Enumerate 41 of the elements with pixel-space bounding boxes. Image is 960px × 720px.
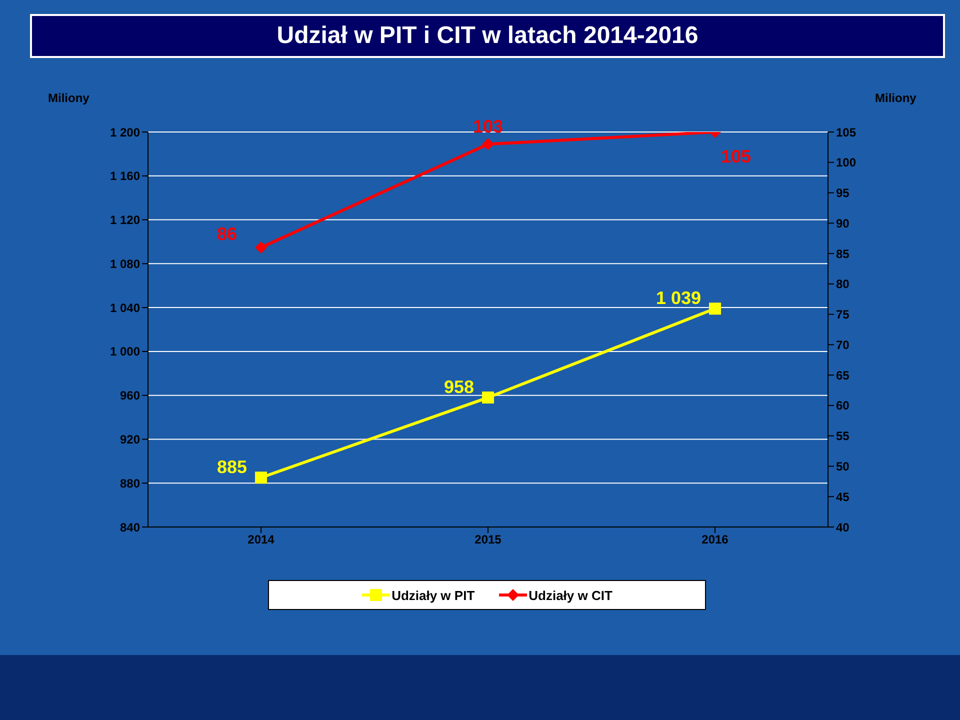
y2-tick-label: 90 (836, 216, 850, 230)
data-label: 1 039 (656, 288, 701, 308)
legend-label: Udziały w PIT (390, 588, 475, 602)
y-tick-label: 1 040 (110, 300, 140, 315)
x-tick-label: 2015 (474, 532, 502, 547)
y-tick-label: 1 000 (110, 344, 140, 359)
x-tick-label: 2016 (702, 532, 729, 547)
y2-tick-label: 45 (836, 490, 850, 504)
y2-tick-label: 50 (836, 459, 850, 474)
y-tick-label: 1 160 (110, 169, 140, 184)
y2-tick-label: 80 (836, 277, 850, 292)
data-label: 103 (472, 116, 504, 136)
y2-tick-label: 100 (836, 156, 856, 170)
y2-tick-label: 55 (836, 429, 850, 444)
y2-tick-label: 85 (836, 246, 850, 261)
y2-tick-label: 60 (836, 398, 850, 413)
y2-tick-label: 65 (836, 368, 850, 382)
x-tick-label: 2014 (248, 532, 275, 547)
point (709, 302, 721, 315)
y2-tick-label: 40 (836, 520, 850, 534)
data-label: 105 (721, 146, 752, 166)
y-tick-label: 880 (120, 476, 140, 490)
y-axis-title: Miliony (48, 91, 90, 105)
y2-tick-label: 95 (836, 186, 850, 200)
point (482, 392, 494, 404)
y-tick-label: 1 120 (110, 213, 140, 228)
y2-tick-label: 75 (836, 308, 850, 322)
y-tick-label: 840 (120, 520, 140, 534)
legend-label: Udziały w CIT (528, 588, 612, 602)
y-tick-label: 1 080 (110, 256, 140, 271)
point (255, 472, 267, 484)
data-label: 958 (444, 376, 474, 397)
chart-title: Udział w PIT i CIT w latach 2014-2016 (276, 22, 698, 50)
data-label: 885 (216, 456, 247, 477)
y2-tick-label: 105 (836, 125, 856, 140)
y2-axis-title: Miliony (875, 91, 916, 105)
data-label: 86 (216, 224, 237, 244)
y-tick-label: 1 200 (110, 125, 140, 140)
y2-tick-label: 70 (836, 338, 850, 352)
y-tick-label: 920 (120, 432, 140, 446)
y-tick-label: 960 (120, 388, 140, 403)
